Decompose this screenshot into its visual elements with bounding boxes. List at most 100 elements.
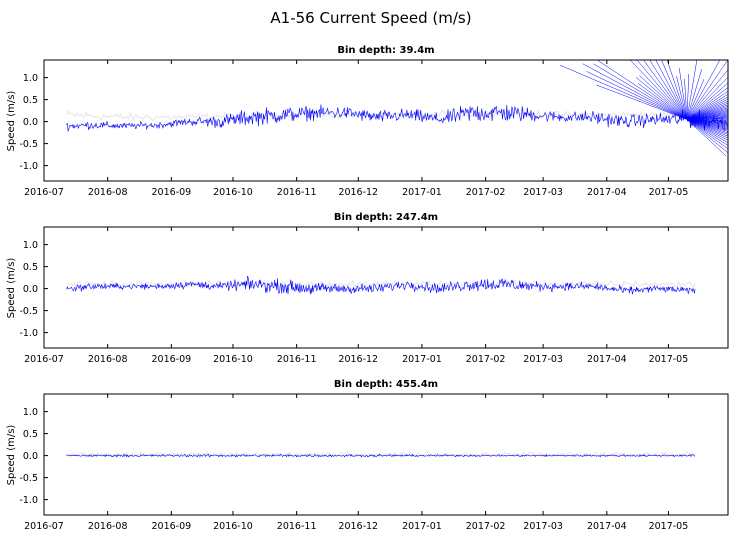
x-tick-label: 2017-02 xyxy=(466,187,506,198)
fan-track xyxy=(686,119,728,135)
fan-track xyxy=(686,119,728,132)
x-tick-label: 2016-12 xyxy=(338,521,378,532)
fan-track xyxy=(686,78,705,120)
y-tick-label: 1.0 xyxy=(23,407,38,418)
x-tick-label: 2017-03 xyxy=(523,521,563,532)
x-tick-label: 2017-02 xyxy=(466,354,506,365)
fan-track xyxy=(686,90,728,120)
series-line-fan xyxy=(559,60,728,157)
x-tick-label: 2016-09 xyxy=(151,187,191,198)
fan-track xyxy=(655,60,688,120)
x-tick-label: 2016-07 xyxy=(24,354,64,365)
fan-track xyxy=(686,119,728,139)
fan-track xyxy=(686,112,728,120)
fan-track xyxy=(686,111,728,120)
fan-track xyxy=(686,60,728,120)
x-tick-label: 2016-10 xyxy=(213,354,253,365)
fan-track xyxy=(686,119,728,126)
panel-bin-247: Bin depth: 247.4m Speed (m/s) 1.0 0.5 0.0 -… xyxy=(6,212,729,365)
figure-title: A1-56 Current Speed (m/s) xyxy=(270,9,471,27)
x-tick-label: 2016-11 xyxy=(277,187,317,198)
fan-track xyxy=(686,110,728,120)
y-tick-label: 0.0 xyxy=(23,284,38,295)
panel-title: Bin depth: 247.4m xyxy=(334,212,438,223)
fan-track xyxy=(676,76,688,120)
x-tick-label: 2017-02 xyxy=(466,521,506,532)
y-tick-label: 1.0 xyxy=(23,240,38,251)
fan-track xyxy=(686,119,728,127)
fan-track xyxy=(686,119,728,134)
fan-track xyxy=(686,119,728,154)
x-tick-label: 2017-03 xyxy=(523,354,563,365)
fan-track xyxy=(639,75,688,120)
fan-track xyxy=(686,119,728,122)
y-tick-label: -0.5 xyxy=(19,473,38,484)
fan-track xyxy=(596,60,688,120)
x-tick-label: 2017-04 xyxy=(587,521,627,532)
fan-track xyxy=(686,117,728,120)
y-tick-label: 0.5 xyxy=(23,262,38,273)
y-tick-label: -1.0 xyxy=(19,161,38,172)
panel-title: Bin depth: 39.4m xyxy=(337,45,434,56)
fan-track xyxy=(666,60,688,120)
x-tick-label: 2016-08 xyxy=(88,521,128,532)
y-tick-label: 0.5 xyxy=(23,429,38,440)
x-tick-label: 2017-01 xyxy=(402,187,442,198)
x-tick-label: 2017-05 xyxy=(649,521,689,532)
fan-track xyxy=(686,102,728,120)
fan-track xyxy=(661,60,688,120)
x-tick-label: 2016-09 xyxy=(151,521,191,532)
fan-track xyxy=(586,71,688,120)
fan-track xyxy=(637,83,688,120)
x-tick-label: 2017-05 xyxy=(649,187,689,198)
fan-track xyxy=(686,104,728,120)
y-tick-label: -1.0 xyxy=(19,495,38,506)
x-tick-label: 2017-04 xyxy=(587,354,627,365)
fan-track xyxy=(649,60,688,120)
y-tick-label: 0.5 xyxy=(23,95,38,106)
fan-track xyxy=(686,119,728,125)
fan-track xyxy=(686,101,728,120)
x-tick-label: 2017-01 xyxy=(402,521,442,532)
fan-track xyxy=(686,69,728,120)
fan-track xyxy=(686,119,728,131)
y-tick-label: -1.0 xyxy=(19,328,38,339)
fan-track xyxy=(686,119,728,120)
fan-track xyxy=(686,119,727,157)
fan-track xyxy=(686,119,728,141)
y-tick-label: 0.0 xyxy=(23,451,38,462)
fan-track xyxy=(686,60,721,120)
x-tick-label: 2016-12 xyxy=(338,354,378,365)
fan-track xyxy=(686,114,728,120)
panel-title: Bin depth: 455.4m xyxy=(334,379,438,390)
fan-track xyxy=(686,82,728,120)
fan-track xyxy=(686,116,728,120)
x-tick-label: 2016-08 xyxy=(88,187,128,198)
series-line xyxy=(66,278,696,290)
y-axis-label: Speed (m/s) xyxy=(6,425,17,486)
panel-bin-39: Bin depth: 39.4m Speed (m/s) 1.0 0.5 0.0 -0… xyxy=(6,45,729,198)
fan-track xyxy=(686,115,728,120)
fan-track xyxy=(686,87,728,120)
x-tick-label: 2016-11 xyxy=(277,354,317,365)
fan-track xyxy=(686,119,728,137)
fan-track xyxy=(636,60,688,120)
fan-track xyxy=(686,119,728,130)
fan-track xyxy=(686,60,698,120)
x-tick-label: 2016-11 xyxy=(277,521,317,532)
x-tick-label: 2016-10 xyxy=(213,187,253,198)
fan-track xyxy=(686,73,690,120)
plot-frame xyxy=(43,393,729,516)
y-axis-label: Speed (m/s) xyxy=(6,258,17,319)
x-tick-label: 2017-01 xyxy=(402,354,442,365)
fan-track xyxy=(629,60,688,120)
fan-track xyxy=(686,68,702,120)
x-tick-label: 2017-03 xyxy=(523,187,563,198)
series-line xyxy=(66,275,696,295)
x-tick-label: 2017-05 xyxy=(649,354,689,365)
fan-track xyxy=(643,60,688,120)
fan-track xyxy=(686,118,728,120)
fan-track xyxy=(686,107,728,120)
fan-track xyxy=(635,77,688,120)
y-tick-label: 1.0 xyxy=(23,73,38,84)
